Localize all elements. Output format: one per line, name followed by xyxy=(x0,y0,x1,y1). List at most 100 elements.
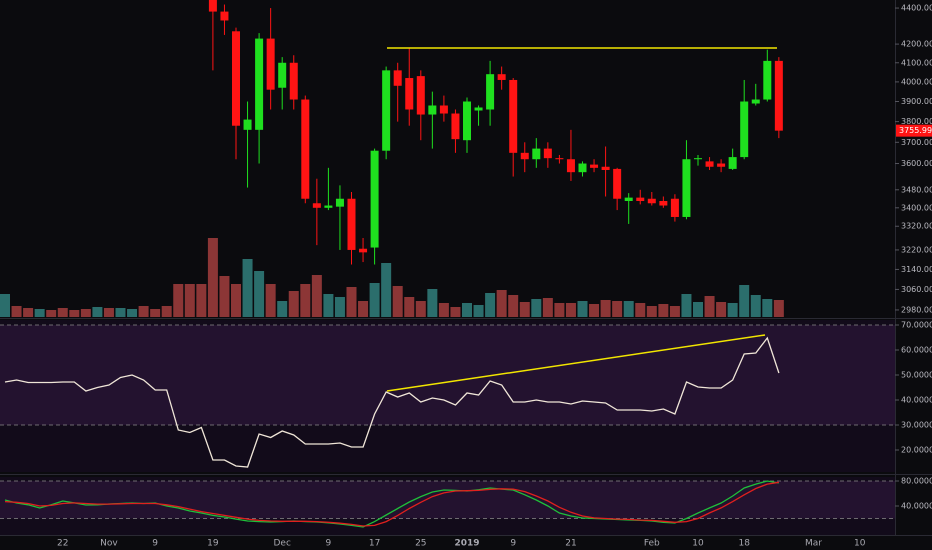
candle-body xyxy=(647,198,656,204)
volume-bar xyxy=(669,306,680,317)
y-tick-label: 4200.00 xyxy=(901,40,932,49)
candle-body xyxy=(324,205,333,208)
volume-bar xyxy=(381,263,392,317)
candle-body xyxy=(740,101,749,158)
divergence-drawing xyxy=(386,334,766,392)
candle-body xyxy=(555,158,564,160)
candle-body xyxy=(405,78,414,110)
volume-bar xyxy=(565,303,576,317)
volume-bar xyxy=(693,302,703,317)
volume-bar xyxy=(69,310,80,317)
volume-bar xyxy=(346,287,357,317)
x-tick-label: 22 xyxy=(57,539,68,549)
volume-bar xyxy=(542,298,553,317)
volume-bar xyxy=(600,300,611,317)
candle-body xyxy=(382,70,391,151)
candle-body xyxy=(532,148,541,160)
candle-body xyxy=(728,157,737,169)
volume-bar xyxy=(150,309,161,317)
candle-body xyxy=(220,11,229,21)
candle-body xyxy=(359,248,368,253)
candle-body xyxy=(566,159,575,173)
x-tick-label: 9 xyxy=(152,539,158,549)
y-tick-label: 4400.00 xyxy=(901,4,932,13)
y-tick-label: 3700.00 xyxy=(901,138,932,147)
volume-bar xyxy=(716,302,727,317)
volume-bar xyxy=(196,284,207,317)
volume-bar xyxy=(277,301,288,317)
candle-body xyxy=(486,74,495,110)
candle-body xyxy=(670,198,679,217)
volume-bar xyxy=(80,309,91,317)
y-tick-label: 3900.00 xyxy=(901,97,932,106)
x-tick-label: Mar xyxy=(805,539,822,549)
volume-bar xyxy=(658,304,669,317)
candle-body xyxy=(232,31,240,126)
volume-bar xyxy=(404,297,415,317)
volume-bar xyxy=(750,295,761,317)
x-tick-label: Nov xyxy=(100,539,118,549)
indicator-line xyxy=(4,336,780,468)
volume-bar xyxy=(577,301,588,317)
volume-bar xyxy=(300,284,311,317)
volume-bar xyxy=(184,284,195,317)
volume-bar xyxy=(288,291,299,317)
y-tick-label: 3400.00 xyxy=(901,203,932,212)
volume-bar xyxy=(231,284,241,317)
volume-bar xyxy=(415,301,426,317)
y-tick-label: 2980.00 xyxy=(901,305,932,314)
y-tick-label: 3480.00 xyxy=(901,185,932,194)
candle-body xyxy=(659,200,668,206)
volume-bar xyxy=(173,284,184,317)
volume-bar xyxy=(623,301,634,317)
band xyxy=(0,325,895,425)
x-tick-label: 10 xyxy=(692,539,704,549)
price-pane xyxy=(0,0,784,317)
candle-body xyxy=(601,166,610,171)
candle-body xyxy=(578,163,587,173)
candle-body xyxy=(636,197,645,201)
volume-bar xyxy=(369,283,380,317)
volume-bar xyxy=(762,299,773,317)
y-tick-label: 40.0000 xyxy=(901,502,932,511)
volume-bar xyxy=(704,296,715,317)
candle-body xyxy=(312,203,321,208)
volume-bar xyxy=(254,271,265,317)
candle-body xyxy=(520,152,529,160)
candle-body xyxy=(509,79,518,153)
candle-body xyxy=(347,198,356,250)
y-tick-label: 3140.00 xyxy=(901,265,932,274)
volume-bar xyxy=(473,305,484,317)
y-tick-label: 4100.00 xyxy=(901,58,932,67)
volume-bar xyxy=(531,299,542,317)
y-tick-label: 3600.00 xyxy=(901,159,932,168)
x-tick-label: 25 xyxy=(415,539,426,549)
candle-body xyxy=(543,148,552,159)
candle-body xyxy=(243,119,252,130)
candle-body xyxy=(590,164,599,168)
candle-body xyxy=(416,76,425,115)
candle-body xyxy=(763,60,772,100)
x-tick-label: Feb xyxy=(644,539,660,549)
volume-bar xyxy=(161,306,172,317)
volume-bar xyxy=(57,308,68,317)
volume-bar xyxy=(92,307,103,317)
y-tick-label: 3320.00 xyxy=(901,222,932,231)
volume-bar xyxy=(358,301,369,317)
candle-body xyxy=(208,0,217,12)
indicator-line xyxy=(4,481,779,527)
x-tick-label: 19 xyxy=(207,539,219,549)
y-tick-label: 80.0000 xyxy=(901,477,932,486)
volume-bar xyxy=(612,301,623,317)
volume-bar xyxy=(138,306,149,317)
volume-bar xyxy=(103,308,114,317)
volume-bar xyxy=(589,304,600,317)
candle-body xyxy=(255,38,264,130)
candle-body xyxy=(278,62,287,88)
volume-bar xyxy=(635,303,646,317)
x-tick-label: 21 xyxy=(565,539,576,549)
candle-body xyxy=(335,198,344,207)
candle-body xyxy=(613,168,622,199)
volume-bar xyxy=(323,294,334,317)
y-tick-label: 4000.00 xyxy=(901,77,932,86)
